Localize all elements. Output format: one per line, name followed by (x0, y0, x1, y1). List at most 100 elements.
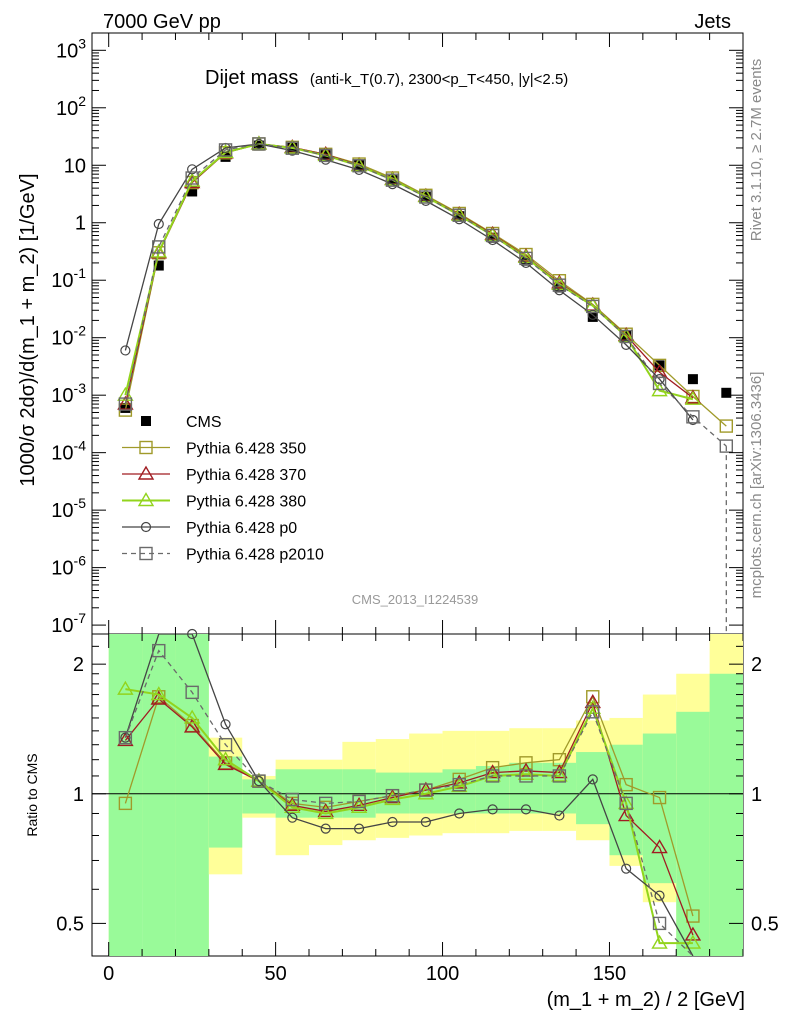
ratio-point (387, 816, 398, 828)
legend-marker (139, 440, 153, 455)
ratio-point (253, 776, 265, 787)
ratio-point (252, 774, 266, 788)
legend-marker (139, 546, 153, 561)
ratio-point (652, 790, 667, 805)
main-point (454, 214, 465, 225)
legend-entry-p2010: Pythia 6.428 p2010 (122, 547, 324, 564)
ratio-y-tick-label-right: 1 (751, 784, 762, 806)
main-series-line (124, 143, 694, 405)
main-y-tick-label: 10-5 (51, 495, 86, 522)
ratio-point (520, 804, 532, 815)
main-series-p350 (118, 137, 734, 433)
main-series-p370 (117, 135, 702, 410)
x-tick-label: 0 (103, 963, 114, 985)
legend-entry-p350: Pythia 6.428 350 (122, 441, 306, 458)
legend-label: Pythia 6.428 p2010 (186, 547, 324, 564)
ratio-point (617, 794, 635, 810)
main-point (117, 395, 134, 410)
main-point (719, 419, 734, 433)
ratio-series-line (124, 633, 694, 957)
uncertainty-bands (108, 634, 743, 956)
ratio-point (118, 730, 133, 745)
ratio-point (552, 769, 567, 783)
ratio-point (217, 756, 234, 771)
main-point (152, 240, 166, 254)
ratio-point (420, 816, 431, 828)
ratio-point (654, 890, 665, 901)
main-y-tick-label: 10-2 (51, 323, 86, 350)
main-point (185, 171, 199, 185)
ratio-point (587, 774, 598, 785)
ratio-point (385, 788, 400, 803)
legend-entry-cms: CMS (141, 414, 222, 431)
ratio-point (185, 685, 199, 700)
band-inner-bin (609, 744, 643, 856)
main-point (619, 329, 633, 344)
main-plot-frame (91, 32, 744, 635)
main-point (617, 328, 635, 343)
ratio-point (419, 783, 433, 797)
main-point (587, 309, 598, 320)
ratio-point (684, 926, 702, 941)
ratio-point (517, 765, 535, 780)
ratio-point (384, 789, 401, 804)
ratio-series-p2010 (118, 643, 694, 957)
legend-marker (137, 465, 155, 480)
main-y-tick-label: 10 (64, 155, 86, 177)
main-point (183, 174, 201, 189)
main-point (385, 173, 400, 187)
main-y-tick-label: 10-4 (51, 438, 86, 465)
ratio-point (551, 767, 568, 782)
main-point (120, 345, 131, 356)
ratio-point (183, 718, 201, 733)
main-point (118, 397, 133, 411)
main-series-line (124, 143, 694, 421)
main-point (721, 387, 732, 398)
band-inner-bin (642, 733, 677, 884)
legend-entry-p370: Pythia 6.428 370 (122, 465, 306, 484)
main-point (552, 278, 567, 292)
band-inner-bin (242, 779, 276, 814)
band-inner-bin (709, 673, 743, 956)
main-point (487, 232, 498, 243)
main-y-tick-label: 10-6 (51, 553, 86, 580)
main-point (686, 410, 700, 424)
data-series (117, 135, 734, 957)
axis-ticks: 10-7 10-6 10-5 10-4 10-3 10-2 10-1 1 10 102 103 0 50… (51, 32, 779, 985)
ratio-point (350, 798, 368, 814)
main-series-p0 (120, 138, 699, 426)
ratio-point (519, 756, 533, 770)
ratio-point (451, 774, 468, 789)
main-point (451, 206, 468, 221)
ratio-point (187, 628, 198, 640)
main-y-axis-label: 1000/σ 2dσ)/d(m_1 + m_2) [1/GeV] (17, 173, 39, 486)
legend-marker (140, 521, 152, 533)
main-point (652, 376, 667, 391)
main-point (419, 190, 433, 204)
main-point (183, 172, 201, 187)
ratio-point (220, 719, 231, 730)
main-point (218, 143, 233, 157)
main-point (684, 389, 702, 404)
ratio-point (519, 769, 533, 783)
ratio-point (118, 796, 133, 811)
main-point (520, 257, 532, 269)
ratio-point (485, 769, 500, 783)
band-inner-bin (208, 756, 243, 848)
ratio-point (320, 823, 331, 834)
ratio-point (287, 812, 298, 823)
main-point (287, 145, 298, 156)
ratio-point (350, 796, 368, 812)
main-point (519, 251, 533, 266)
ratio-point (352, 794, 366, 809)
ratio-y-tick-label-right: 0.5 (751, 913, 779, 935)
ratio-point (384, 791, 401, 806)
main-point (350, 157, 368, 172)
band-inner-bin (576, 752, 610, 825)
plot-title: Dijet mass (anti-k_T(0.7), 2300<p_T<450,… (205, 67, 568, 89)
x-tick-label: 100 (426, 963, 459, 985)
mcplots-label: mcplots.cern.ch [arXiv:1306.3436] (748, 372, 765, 599)
ratio-point (487, 804, 498, 815)
ratio-y-axis-label: Ratio to CMS (24, 753, 40, 836)
band-inner-bin (142, 634, 176, 956)
